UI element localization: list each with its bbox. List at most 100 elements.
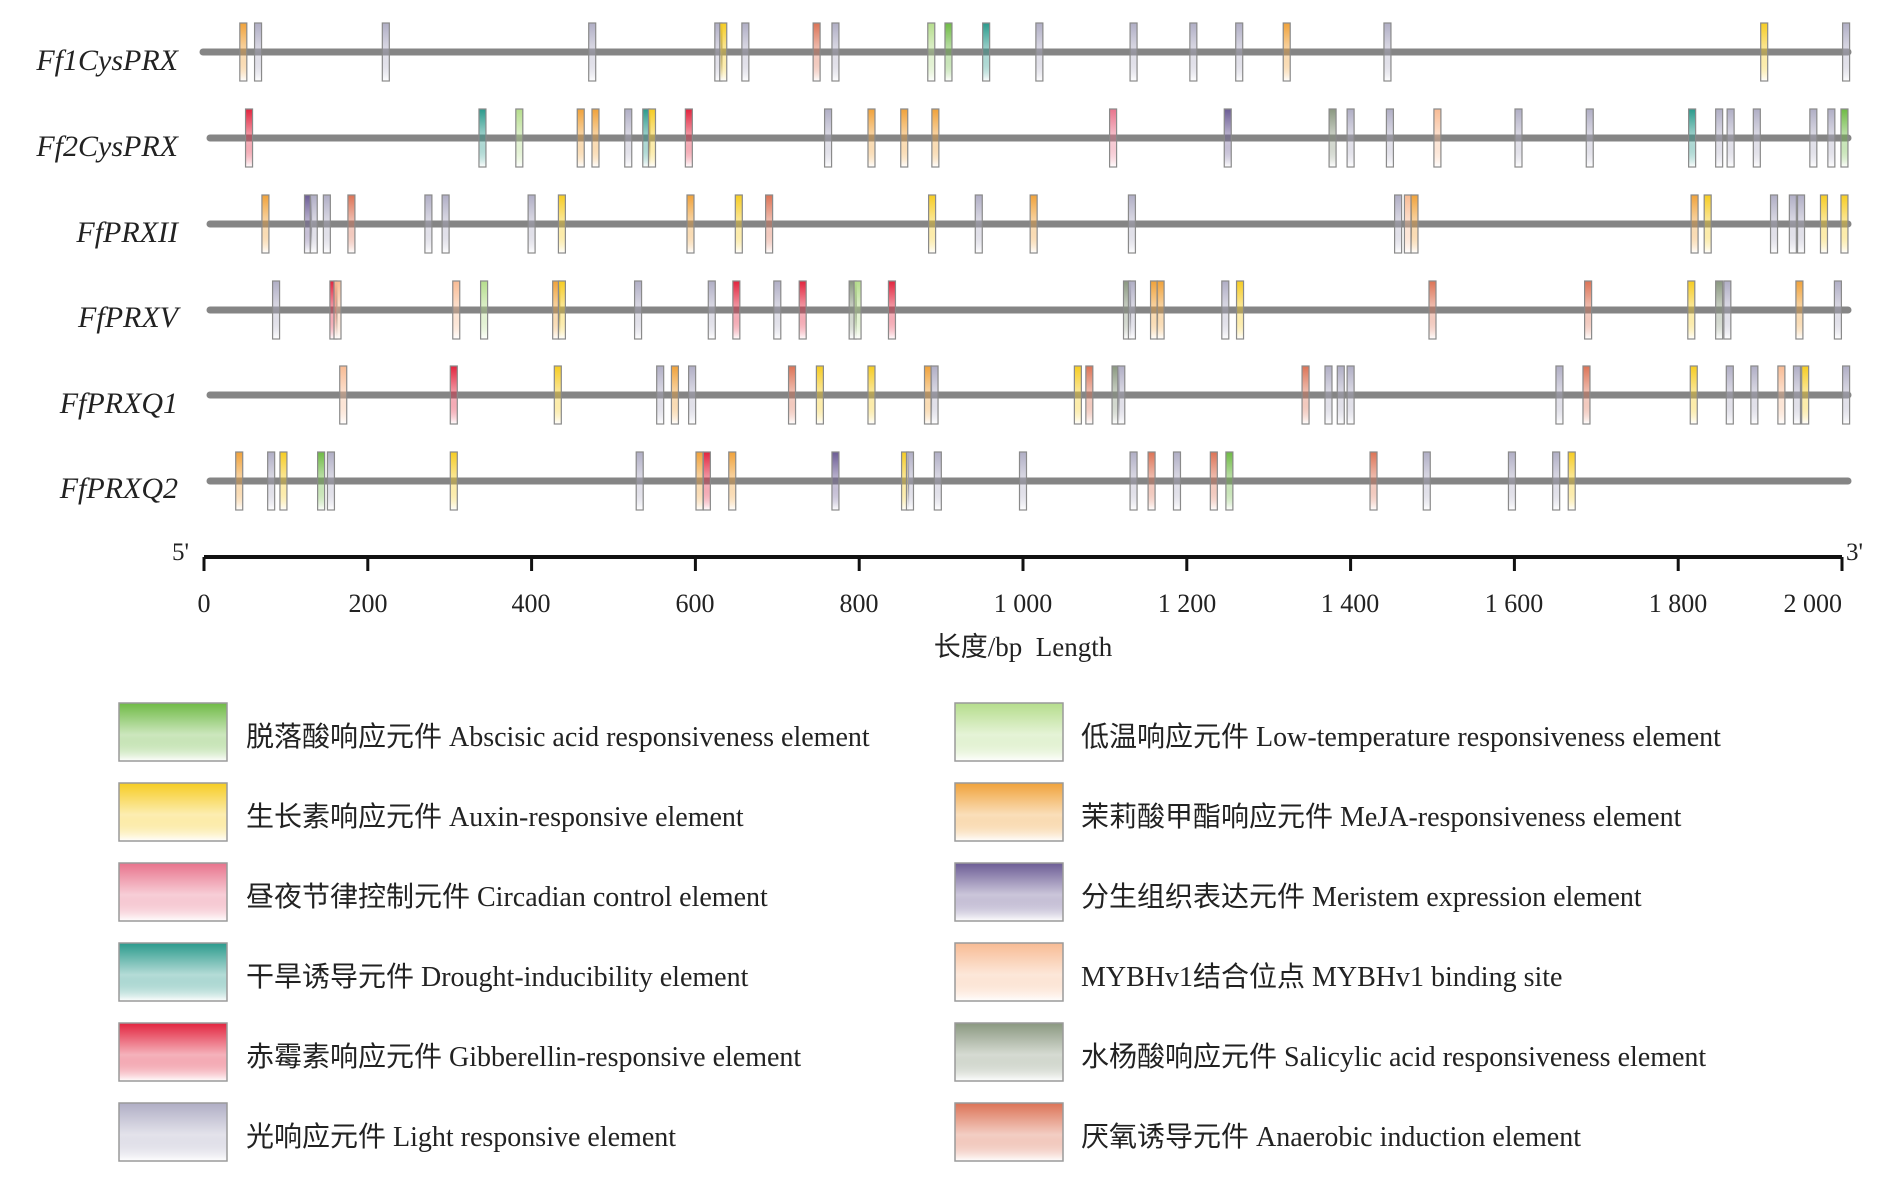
element-marker-light	[1129, 451, 1138, 511]
element-marker-myb	[333, 280, 342, 340]
element-marker-light	[1235, 22, 1244, 82]
element-marker-light	[326, 451, 336, 511]
element-marker-meja	[900, 108, 909, 168]
element-marker-aux	[449, 451, 458, 511]
legend-item: MYBHv1结合位点 MYBHv1 binding site	[954, 942, 1562, 1002]
legend: 脱落酸响应元件 Abscisic acid responsiveness ele…	[118, 702, 1721, 1162]
element-marker-light	[1841, 22, 1851, 82]
element-marker-aba	[1225, 451, 1234, 511]
legend-swatch	[954, 1022, 1064, 1082]
element-marker-meja	[670, 365, 680, 425]
element-marker-light	[1221, 280, 1230, 340]
element-marker-meja	[591, 108, 600, 168]
element-marker-meja	[239, 22, 248, 82]
gene-label: FfPRXV	[77, 301, 182, 334]
element-marker-light	[588, 22, 597, 82]
element-marker-light	[1385, 108, 1395, 168]
element-marker-anaer	[1369, 451, 1378, 511]
tick-label: 0	[198, 589, 211, 618]
legend-swatch	[954, 862, 1064, 922]
element-marker-light	[424, 194, 433, 254]
element-marker-aux	[867, 365, 876, 425]
element-marker-light	[1127, 194, 1137, 254]
element-marker-light	[905, 451, 915, 511]
element-marker-light	[1129, 22, 1138, 82]
legend-item: 茉莉酸甲酯响应元件 MeJA-responsiveness element	[954, 782, 1682, 842]
element-marker-aux	[553, 365, 562, 425]
element-marker-light	[1324, 365, 1333, 425]
element-marker-myb	[1403, 194, 1413, 254]
legend-item: 光响应元件 Light responsive element	[118, 1102, 676, 1162]
element-marker-light	[773, 280, 782, 340]
element-marker-light	[1788, 194, 1797, 254]
legend-item: 分生组织表达元件 Meristem expression element	[954, 862, 1642, 922]
element-marker-myb	[1433, 108, 1442, 168]
legend-swatch	[118, 1022, 228, 1082]
gene-track	[206, 194, 1852, 254]
element-marker-aux	[1689, 365, 1698, 425]
element-marker-meja	[235, 451, 244, 511]
legend-label: MYBHv1结合位点 MYBHv1 binding site	[1081, 961, 1562, 993]
element-marker-ga	[798, 280, 807, 340]
element-marker-meja	[1156, 280, 1165, 340]
element-marker-light	[635, 451, 644, 511]
element-marker-meri	[1223, 108, 1232, 168]
legend-label: 低温响应元件 Low-temperature responsiveness el…	[1081, 721, 1721, 753]
element-marker-light	[1841, 365, 1851, 425]
element-marker-aux	[719, 22, 728, 82]
element-marker-light	[381, 22, 390, 82]
element-marker-sa	[1715, 280, 1724, 340]
legend-label: 水杨酸响应元件 Salicylic acid responsiveness el…	[1081, 1041, 1706, 1073]
element-marker-aux	[557, 280, 567, 340]
legend-swatch	[954, 702, 1064, 762]
element-marker-meja	[931, 108, 940, 168]
legend-label: 赤霉素响应元件 Gibberellin-responsive element	[246, 1041, 801, 1073]
element-marker-drought	[982, 22, 991, 82]
element-marker-aux	[1801, 365, 1810, 425]
element-marker-ga	[702, 451, 711, 511]
element-marker-light	[1715, 108, 1724, 168]
element-marker-aba	[944, 22, 953, 82]
element-marker-light	[271, 280, 281, 340]
gene-label: FfPRXQ1	[59, 387, 178, 420]
element-marker-myb	[1777, 365, 1786, 425]
element-marker-ga	[449, 365, 458, 425]
element-marker-ltr	[853, 280, 862, 340]
element-marker-aux	[1819, 194, 1829, 254]
legend-item: 低温响应元件 Low-temperature responsiveness el…	[954, 702, 1721, 762]
element-marker-light	[1833, 280, 1843, 340]
element-marker-myb	[452, 280, 461, 340]
element-marker-ga	[684, 108, 693, 168]
legend-item: 生长素响应元件 Auxin-responsive element	[118, 782, 744, 842]
element-marker-anaer	[1085, 365, 1094, 425]
legend-swatch	[118, 782, 228, 842]
three-prime-label: 3'	[1846, 539, 1863, 566]
element-marker-light	[1552, 451, 1561, 511]
element-marker-ltr	[515, 108, 524, 168]
legend-swatch	[118, 1102, 228, 1162]
element-marker-ga	[732, 280, 741, 340]
element-marker-meja	[1029, 194, 1038, 254]
tick-label: 1 000	[994, 589, 1053, 618]
element-marker-light	[1725, 365, 1734, 425]
element-marker-anaer	[1147, 451, 1156, 511]
element-marker-ltr	[927, 22, 936, 82]
element-marker-light	[1035, 22, 1044, 82]
element-marker-light	[1585, 108, 1594, 168]
legend-label: 分生组织表达元件 Meristem expression element	[1081, 881, 1642, 913]
element-marker-meja	[1690, 194, 1699, 254]
element-marker-aba	[1840, 108, 1849, 168]
gene-label: Ff2CysPRX	[35, 130, 179, 163]
element-marker-light	[1514, 108, 1523, 168]
legend-item: 干旱诱导元件 Drought-inducibility element	[118, 942, 749, 1002]
element-marker-light	[322, 194, 331, 254]
tick-label: 200	[349, 589, 388, 618]
element-marker-meja	[1410, 194, 1419, 254]
element-marker-light	[1796, 194, 1806, 254]
legend-item: 脱落酸响应元件 Abscisic acid responsiveness ele…	[118, 702, 870, 762]
element-marker-light	[741, 22, 750, 82]
element-marker-light	[1172, 451, 1182, 511]
element-marker-anaer	[1428, 280, 1437, 340]
element-marker-light	[974, 194, 983, 254]
